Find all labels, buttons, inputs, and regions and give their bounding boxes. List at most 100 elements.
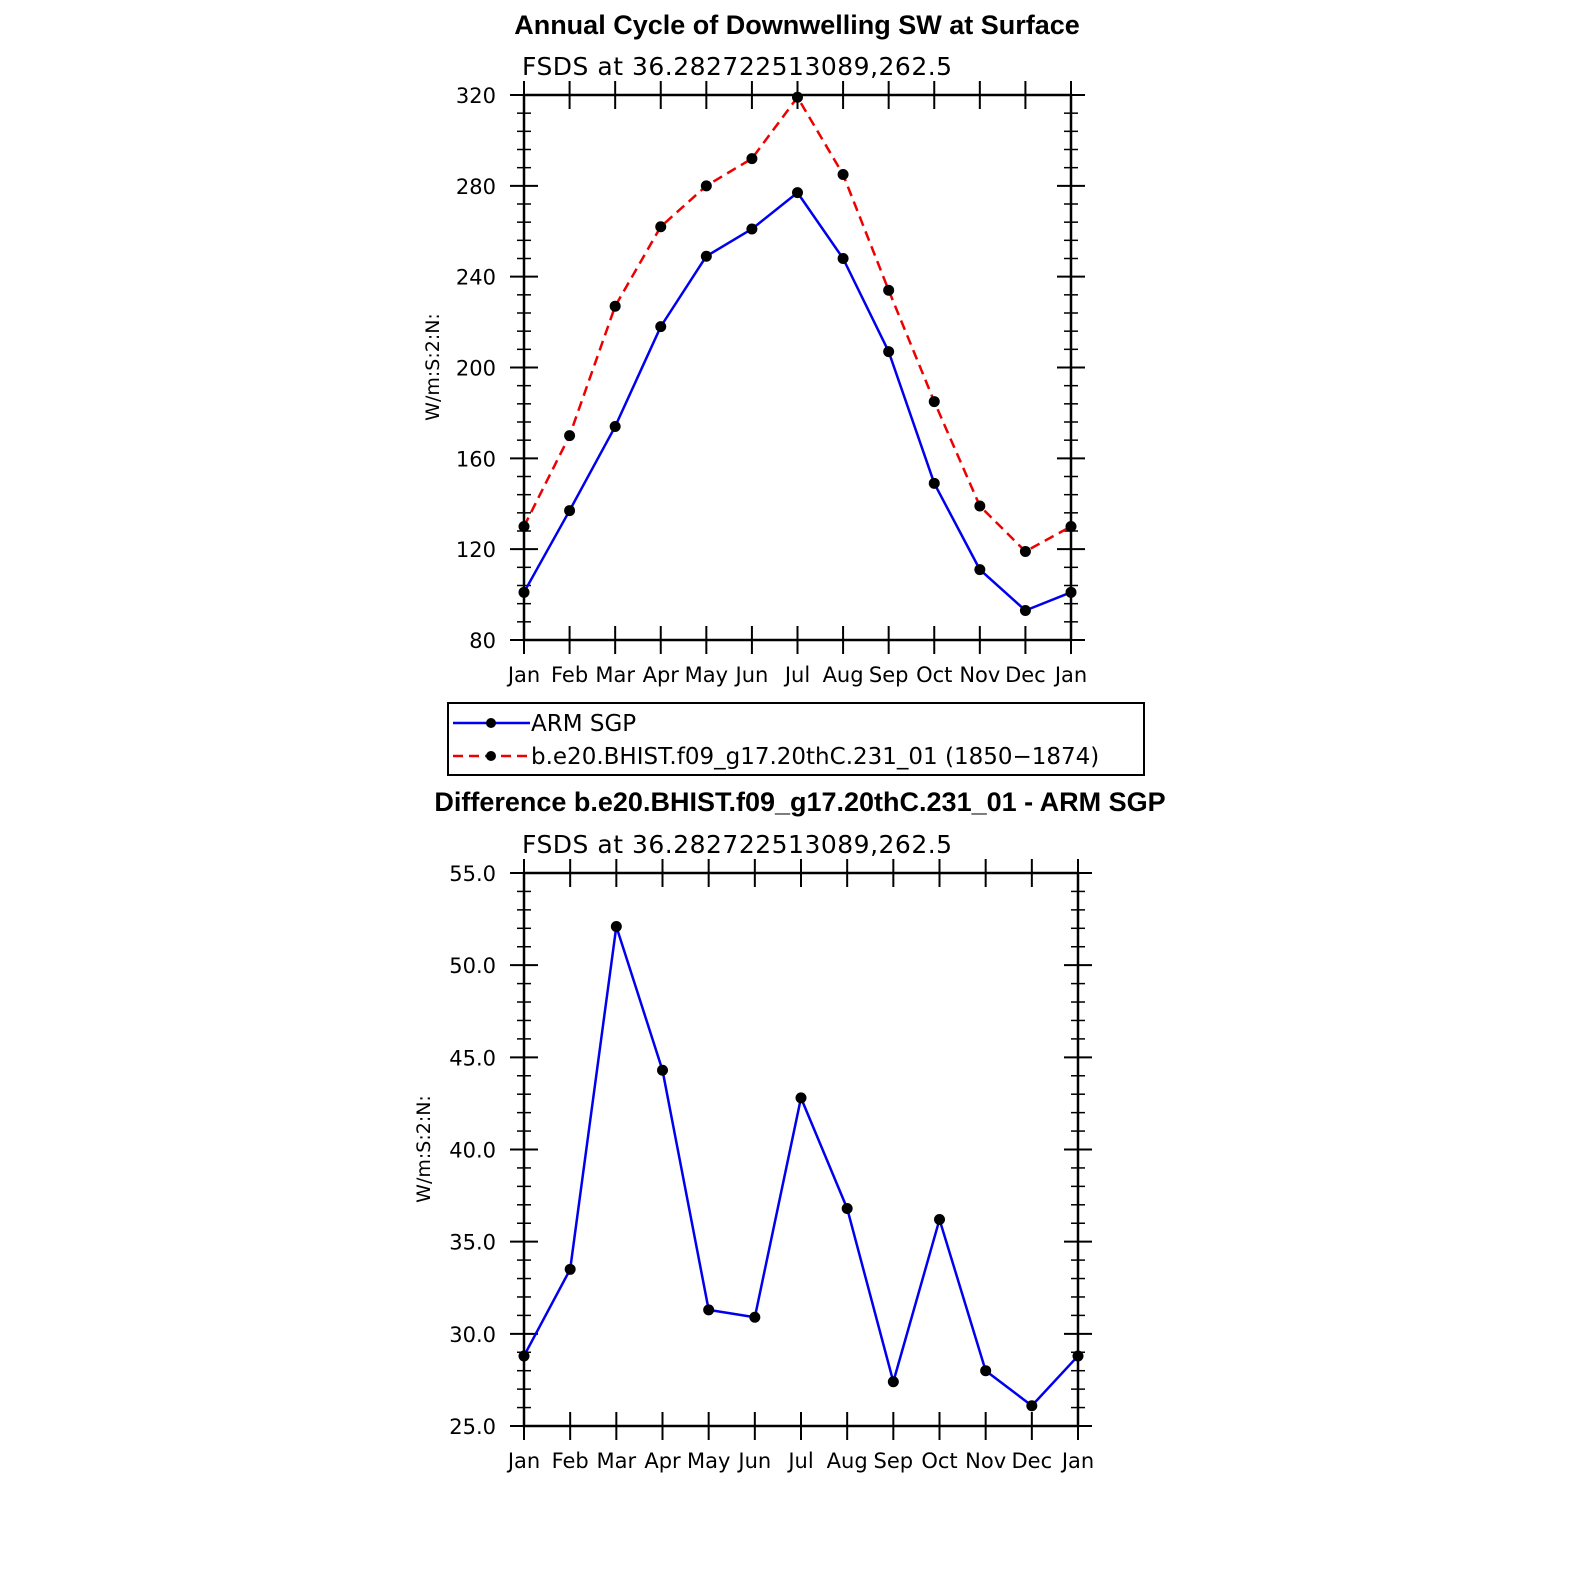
y-tick-label: 35.0: [449, 1231, 496, 1255]
x-tick-label: Jun: [734, 663, 769, 687]
series-1-point: [883, 284, 895, 296]
x-tick-label: Jan: [1060, 1449, 1094, 1473]
x-tick-label: Dec: [1012, 1449, 1053, 1473]
series-1-point: [928, 396, 940, 408]
annual-cycle-chart: Annual Cycle of Downwelling SW at Surfac…: [422, 10, 1087, 687]
series-1-point: [746, 153, 758, 165]
x-tick-label: Feb: [551, 663, 588, 687]
series-0-point: [610, 920, 622, 932]
y-tick-label: 45.0: [449, 1046, 496, 1070]
y-tick-label: 40.0: [449, 1139, 496, 1163]
series-line-0: [522, 191, 1072, 612]
axes: 25.0 30.0 35.0 40.0 45.0 50.0 55.0 Jan Feb Mar Apr…: [449, 859, 1094, 1473]
legend-marker-arm-sgp: [486, 718, 496, 728]
series-0-point: [1072, 1350, 1084, 1362]
x-tick-label: Oct: [916, 663, 952, 687]
series-0-point: [883, 346, 895, 358]
series-0-point: [609, 421, 621, 433]
series-1-point: [974, 500, 986, 512]
x-tick-label: May: [685, 663, 728, 687]
chart-title: Difference b.e20.BHIST.f09_g17.20thC.231…: [434, 787, 1165, 817]
series-line-1: [522, 96, 1072, 553]
y-tick-label: 25.0: [449, 1415, 496, 1439]
x-tick-label: Jul: [783, 663, 810, 687]
legend-box: [447, 702, 1145, 776]
series-marks: [518, 920, 1084, 1412]
series-1-point: [700, 180, 712, 192]
series-1-point: [564, 430, 576, 442]
y-tick-label: 240: [456, 266, 496, 290]
axes: 80 120 160 200 240 280 320 Jan Feb Mar Apr May Jun Ju…: [456, 81, 1087, 687]
x-tick-label: Mar: [597, 1449, 637, 1473]
series-0-point: [795, 1092, 807, 1104]
series-1-point: [655, 221, 667, 233]
series-0-point: [700, 250, 712, 262]
chart-subtitle: FSDS at 36.282722513089,262.5: [522, 52, 953, 81]
y-tick-label: 320: [456, 84, 496, 108]
plot-frame: [522, 871, 1080, 1428]
series-1-point: [518, 520, 530, 532]
x-tick-label: Jul: [786, 1449, 813, 1473]
plot-frame: [522, 93, 1073, 642]
chart-title: Annual Cycle of Downwelling SW at Surfac…: [514, 10, 1080, 40]
series-1-point: [609, 300, 621, 312]
series-line-0: [522, 925, 1079, 1407]
series-marks: [518, 91, 1077, 616]
y-tick-label: 30.0: [449, 1323, 496, 1347]
series-0-point: [837, 253, 849, 264]
series-0-point: [518, 1350, 530, 1362]
y-tick-label: 280: [456, 175, 496, 199]
x-tick-label: Dec: [1005, 663, 1046, 687]
y-axis-label: W/m:S:2:N:: [413, 1095, 435, 1203]
series-0-point: [792, 187, 803, 199]
series-0-point: [974, 564, 986, 576]
y-tick-label: 80: [469, 629, 496, 653]
series-0-point: [746, 223, 758, 235]
chart-subtitle: FSDS at 36.282722513089,262.5: [522, 830, 953, 859]
x-tick-label: Oct: [921, 1449, 957, 1473]
legend: ARM SGP b.e20.BHIST.f09_g17.20thC.231_01…: [447, 702, 1145, 776]
x-tick-label: Jan: [506, 663, 540, 687]
y-tick-label: 120: [456, 538, 496, 562]
x-tick-label: Apr: [643, 663, 680, 687]
legend-marker-model: [486, 751, 496, 761]
series-0-point: [749, 1311, 761, 1323]
series-0-point: [1019, 604, 1031, 616]
legend-entry-model: b.e20.BHIST.f09_g17.20thC.231_01 (1850−1…: [531, 744, 1099, 770]
y-axis-label: W/m:S:2:N:: [422, 313, 444, 421]
x-tick-label: Apr: [644, 1449, 681, 1473]
difference-chart: Difference b.e20.BHIST.f09_g17.20thC.231…: [413, 787, 1166, 1473]
legend-entry-arm-sgp: ARM SGP: [531, 711, 636, 737]
series-0-point: [980, 1365, 992, 1377]
series-0-point: [655, 321, 667, 333]
series-1-point: [792, 91, 803, 103]
y-tick-label: 160: [456, 447, 496, 471]
series-0-point: [934, 1214, 945, 1226]
series-0-point: [564, 505, 576, 517]
series-1-point: [1019, 545, 1031, 557]
x-tick-label: Jan: [506, 1449, 540, 1473]
series-0-point: [564, 1263, 576, 1275]
x-tick-label: May: [687, 1449, 730, 1473]
y-tick-label: 50.0: [449, 954, 496, 978]
series-1-point: [837, 168, 849, 180]
series-0-point: [1065, 586, 1077, 598]
series-0-point: [887, 1376, 899, 1388]
x-tick-label: Nov: [959, 663, 1000, 687]
x-tick-label: Sep: [874, 1449, 914, 1473]
y-tick-label: 200: [456, 357, 496, 381]
x-tick-label: Nov: [965, 1449, 1006, 1473]
x-tick-label: Feb: [552, 1449, 589, 1473]
series-0-point: [703, 1304, 715, 1316]
series-0-point: [518, 586, 530, 598]
x-tick-label: Aug: [827, 1449, 868, 1473]
series-0-point: [841, 1202, 853, 1214]
series-0-point: [657, 1064, 668, 1076]
series-1-point: [1065, 520, 1077, 532]
y-tick-label: 55.0: [449, 862, 496, 886]
x-tick-label: Mar: [595, 663, 635, 687]
x-tick-label: Jun: [736, 1449, 771, 1473]
series-0-point: [1026, 1400, 1038, 1412]
x-tick-label: Sep: [869, 663, 909, 687]
